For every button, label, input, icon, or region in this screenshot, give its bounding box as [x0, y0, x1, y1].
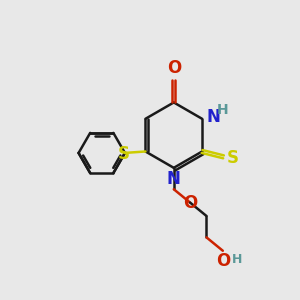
Text: N: N [207, 108, 220, 126]
Text: N: N [167, 170, 181, 188]
Text: H: H [232, 253, 242, 266]
Text: O: O [167, 58, 181, 76]
Text: H: H [217, 103, 229, 117]
Text: S: S [118, 145, 130, 163]
Text: O: O [183, 194, 197, 211]
Text: O: O [216, 252, 230, 270]
Text: S: S [226, 149, 238, 167]
